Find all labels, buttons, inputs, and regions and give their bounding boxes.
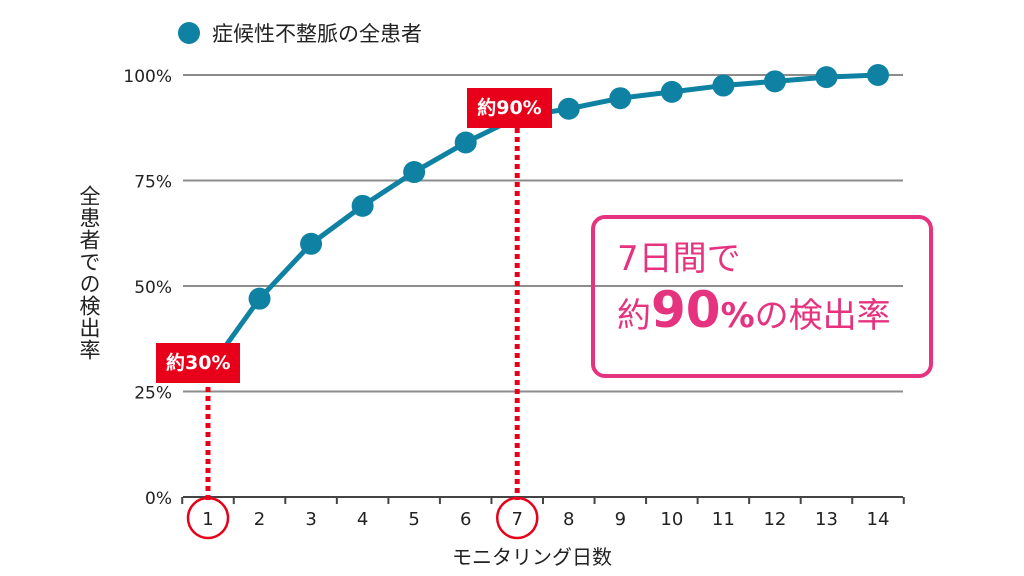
x-tick-label: 7 (512, 509, 523, 530)
y-tick-label: 100% (123, 67, 172, 87)
data-point (351, 194, 374, 217)
x-tick-label: 8 (563, 509, 574, 530)
x-tick-label: 2 (254, 509, 265, 530)
data-point (248, 287, 271, 310)
x-tick-label: 12 (763, 509, 786, 530)
y-axis-label: 全患者での検出率 (77, 185, 101, 361)
highlight-line1: 7日間で (617, 239, 741, 279)
highlight-line2: 約90%の検出率 (617, 281, 929, 345)
x-tick-label: 1 (202, 509, 213, 530)
highlight-percent: % (720, 296, 755, 336)
data-point (660, 80, 683, 103)
x-tick-label: 3 (305, 509, 316, 530)
highlight-suffix: の検出率 (754, 296, 891, 336)
x-tick-label: 10 (660, 509, 683, 530)
data-point (557, 97, 580, 120)
legend-label: 症候性不整脈の全患者 (212, 22, 422, 46)
x-tick-label: 5 (408, 509, 419, 530)
highlight-prefix: 約 (617, 296, 651, 336)
y-tick-label: 75% (134, 173, 172, 193)
y-tick-label: 25% (134, 384, 172, 404)
data-point (300, 232, 323, 255)
legend: 症候性不整脈の全患者 (178, 18, 422, 48)
data-point (454, 131, 477, 154)
highlight-big-number: 90 (651, 281, 721, 339)
x-tick-label: 14 (867, 509, 890, 530)
legend-marker (178, 22, 200, 44)
x-axis-label: モニタリング日数 (452, 545, 612, 569)
callout-day7: 約90% (467, 88, 552, 128)
data-point (763, 70, 786, 93)
callout-day1: 約30% (156, 343, 241, 383)
y-tick-label: 50% (134, 278, 172, 298)
data-point (609, 87, 632, 110)
data-point (815, 66, 838, 89)
data-point (403, 161, 426, 184)
x-tick-label: 11 (712, 509, 735, 530)
highlight-box: 7日間で 約90%の検出率 (591, 215, 933, 378)
x-tick-label: 6 (460, 509, 471, 530)
data-point (867, 64, 889, 86)
x-tick-label: 13 (815, 509, 838, 530)
x-tick-label: 9 (615, 509, 626, 530)
y-tick-label: 0% (145, 489, 172, 509)
x-tick-label: 4 (357, 509, 368, 530)
data-point (712, 74, 735, 97)
